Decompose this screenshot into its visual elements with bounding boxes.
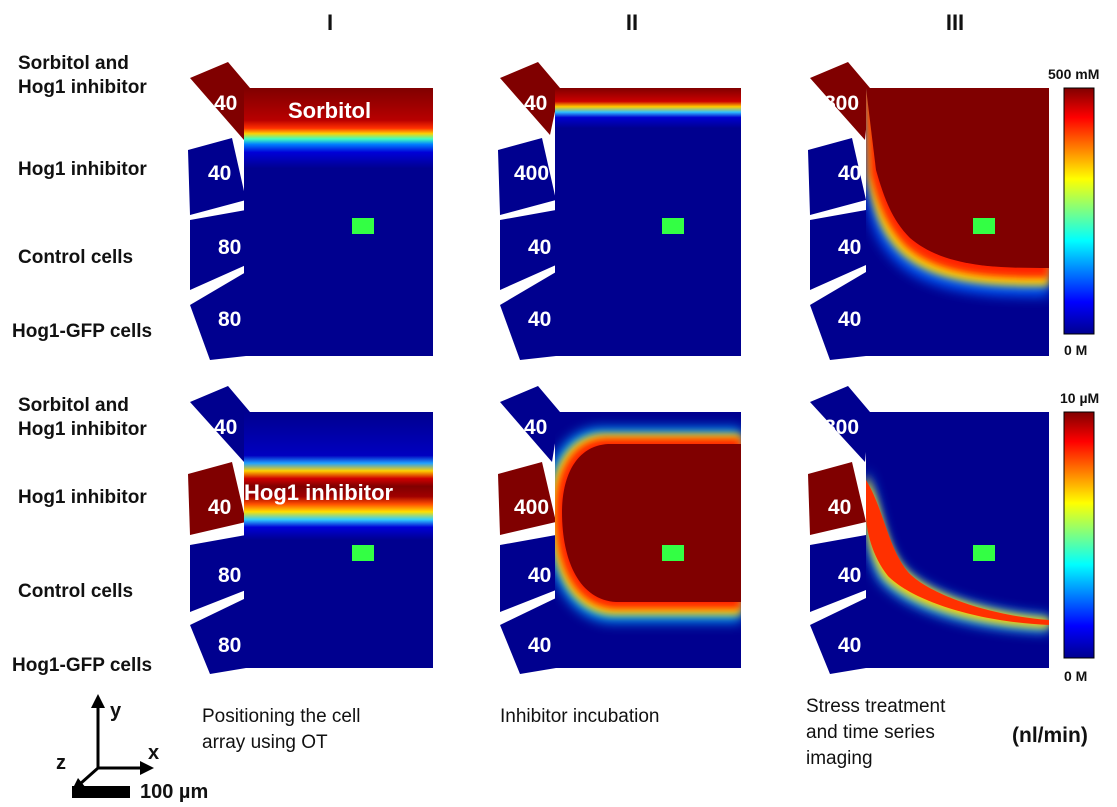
inlet-flow-label: 40: [214, 416, 238, 439]
row-label-sorbitol-bottom: Sorbitol and Hog1 inhibitor: [18, 395, 147, 440]
inlet-1: [500, 386, 560, 462]
inlet-flow-label: 40: [838, 634, 862, 657]
row-label-gfp-bottom: Hog1-GFP cells: [12, 655, 153, 676]
inlet-flow-label: 40: [214, 92, 238, 115]
panel-top-2: [498, 62, 741, 360]
inlet-flow-label: 40: [528, 236, 552, 259]
inlet-1: [500, 62, 560, 135]
inlet-flow-label: 40: [528, 634, 552, 657]
cell-marker: [662, 218, 684, 234]
inlet-flow-label: 40: [208, 162, 232, 185]
inlet-flow-label: 800: [824, 92, 860, 115]
panel-bottom-1: [188, 386, 433, 674]
axis-x-label: x: [148, 742, 160, 764]
inlet-flow-label: 40: [524, 92, 548, 115]
chamber: [244, 412, 433, 668]
inlet-3: [810, 535, 866, 612]
inlet-3: [500, 210, 556, 290]
inlet-flow-label: 40: [838, 162, 862, 185]
cell-marker: [973, 545, 995, 561]
inlet-4: [810, 272, 866, 360]
inlet-3: [500, 535, 556, 612]
inlet-1: [190, 386, 250, 462]
inlet-3: [190, 535, 246, 612]
inlet-flow-label: 400: [514, 162, 550, 185]
inlet-4: [810, 598, 866, 674]
inlet-flow-label: 400: [514, 496, 550, 519]
inlet-flow-label: 80: [218, 634, 242, 657]
inlet-2: [188, 138, 246, 215]
inlet-flow-label: 40: [528, 308, 552, 331]
axis-z-label: z: [56, 752, 66, 774]
inlet-flow-label: 40: [208, 496, 232, 519]
inlet-1: [810, 386, 870, 462]
inlet-flow-label: 40: [524, 416, 548, 439]
inlet-3: [810, 210, 866, 290]
caption-step-1: Positioning the cell array using OT: [202, 706, 361, 753]
column-title-3: III: [945, 10, 965, 35]
inlet-2: [808, 138, 866, 215]
panel-bottom-3: [808, 386, 1049, 674]
inlet-flow-label: 80: [218, 236, 242, 259]
inlet-flow-label: 800: [824, 416, 860, 439]
colorbar-top-max: 500 mM: [1048, 66, 1100, 82]
overlay-sorbitol: Sorbitol: [288, 98, 372, 123]
caption-step-3: Stress treatment and time series imaging: [806, 696, 946, 769]
overlay-hog1-inhibitor: Hog1 inhibitor: [244, 480, 394, 505]
axis-y-label: y: [110, 700, 122, 722]
cell-marker: [662, 545, 684, 561]
row-label-sorbitol-top: Sorbitol and Hog1 inhibitor: [18, 53, 147, 98]
inlet-flow-label: 80: [218, 308, 242, 331]
colorbar-top: [1063, 87, 1095, 335]
caption-step-2: Inhibitor incubation: [500, 706, 660, 727]
inlet-2: [498, 138, 556, 215]
inlet-flow-label: 40: [838, 308, 862, 331]
inlet-flow-label: 40: [838, 236, 862, 259]
panel-bottom-2: [498, 386, 741, 674]
row-label-gfp-top: Hog1-GFP cells: [12, 321, 153, 342]
chamber: [555, 88, 741, 356]
colorbar-bottom-max: 10 µM: [1060, 390, 1100, 406]
inlet-1: [190, 62, 250, 140]
scale-bar-label: 100 µm: [140, 781, 209, 803]
colorbar-top-min: 0 M: [1064, 342, 1088, 358]
inlet-2: [188, 462, 246, 535]
row-label-inhibitor-top: Hog1 inhibitor: [18, 159, 147, 180]
inlet-4: [190, 272, 246, 360]
inlet-2: [808, 462, 866, 535]
inlet-4: [190, 598, 246, 674]
inlet-3: [190, 210, 246, 290]
inlet-1: [810, 62, 870, 140]
inlet-2: [498, 462, 556, 535]
row-label-control-bottom: Control cells: [18, 581, 134, 602]
colorbar-bottom: [1063, 411, 1095, 659]
inlet-flow-label: 80: [218, 564, 242, 587]
inlet-4: [500, 272, 556, 360]
inlet-flow-label: 40: [828, 496, 852, 519]
cell-marker: [352, 545, 374, 561]
colorbar-bottom-min: 0 M: [1064, 668, 1088, 684]
row-label-control-top: Control cells: [18, 247, 134, 268]
flow-units: (nl/min): [1012, 724, 1088, 747]
panel-top-1: [188, 62, 433, 360]
inlet-4: [500, 598, 556, 674]
row-label-inhibitor-bottom: Hog1 inhibitor: [18, 487, 147, 508]
chamber: [244, 88, 433, 356]
column-title-1: I: [326, 10, 334, 35]
cell-marker: [973, 218, 995, 234]
panel-top-3: [808, 62, 1049, 360]
scale-bar: [72, 786, 130, 798]
cell-marker: [352, 218, 374, 234]
inlet-flow-label: 40: [838, 564, 862, 587]
inlet-flow-label: 40: [528, 564, 552, 587]
column-title-2: II: [625, 10, 639, 35]
